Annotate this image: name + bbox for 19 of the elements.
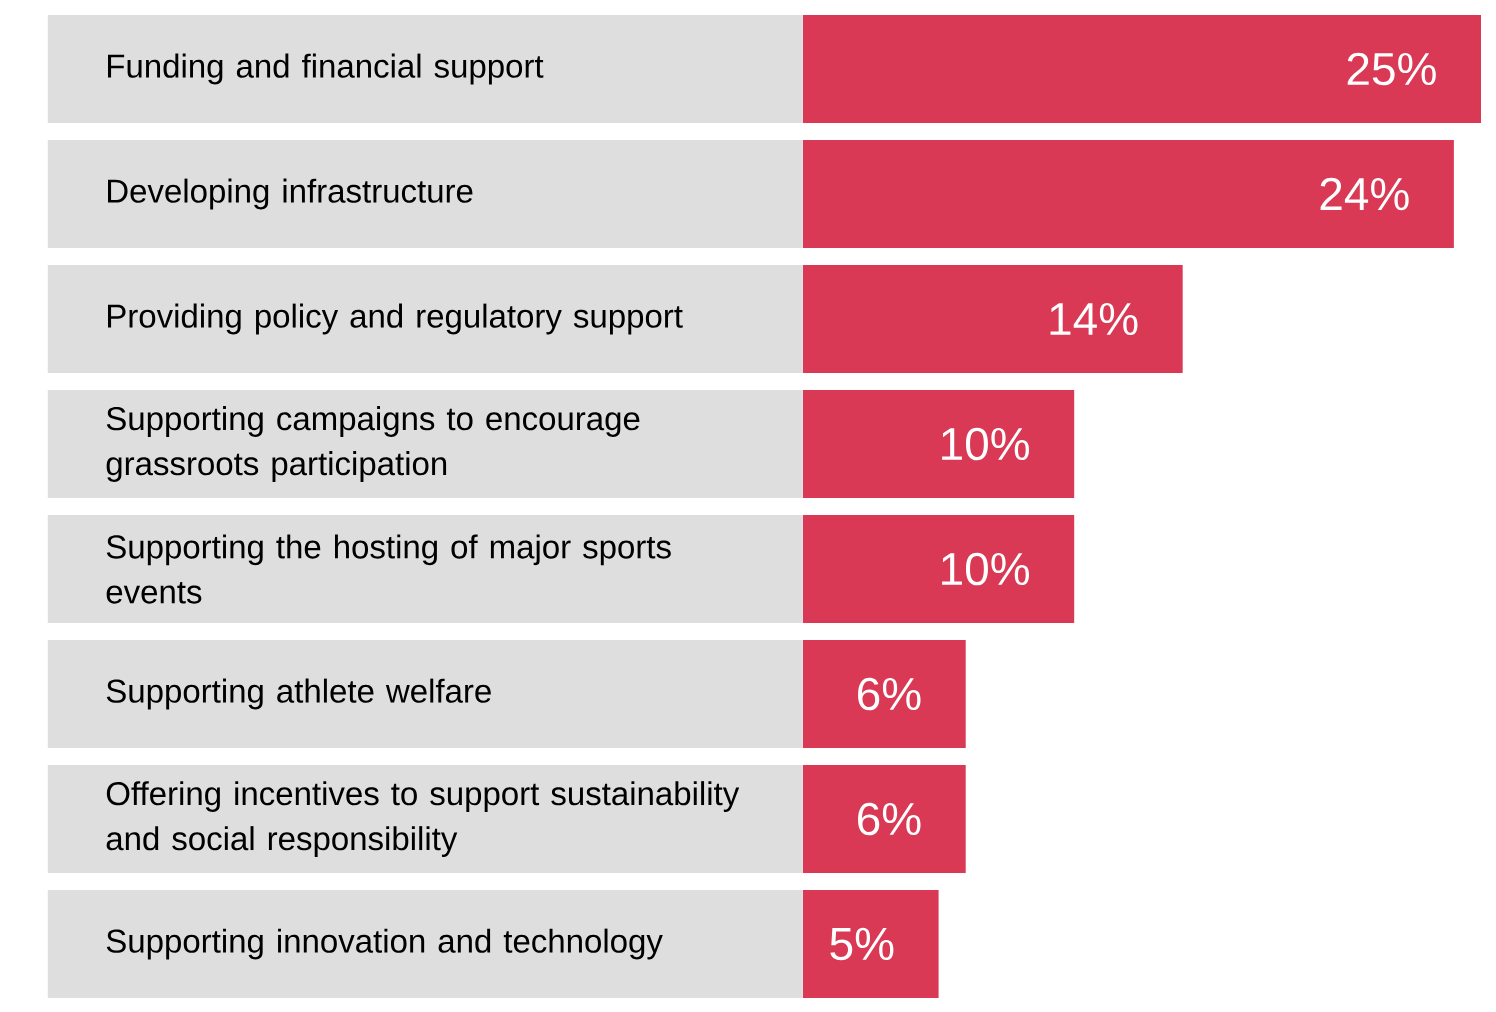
data-label: 24%: [1320, 177, 1409, 211]
data-label: 6%: [858, 802, 921, 836]
data-label: 6%: [858, 677, 921, 711]
data-label: 25%: [1347, 52, 1436, 86]
data-label: 10%: [942, 552, 1029, 586]
data-label: 14%: [1050, 302, 1138, 336]
y-tick-label: Providing policy and regulatory support: [108, 303, 683, 335]
bar: [802, 890, 939, 999]
y-tick-label: Offering incentives to support sustainability and social responsibility: [106, 781, 740, 857]
y-tick-label: Developing infrastructure: [108, 178, 473, 210]
y-tick-label: Supporting campaigns to encourage grassroots participation: [106, 406, 640, 482]
y-tick-label: Funding and financial support: [108, 53, 544, 85]
y-tick-label: Supporting the hosting of major sports events: [106, 534, 671, 604]
bar: [802, 640, 966, 749]
data-label: 5%: [830, 927, 894, 961]
bar: [802, 765, 966, 874]
y-tick-label: Supporting innovation and technology: [106, 928, 663, 960]
y-tick-label: Supporting athlete welfare: [106, 678, 491, 710]
data-label: 10%: [942, 427, 1029, 461]
